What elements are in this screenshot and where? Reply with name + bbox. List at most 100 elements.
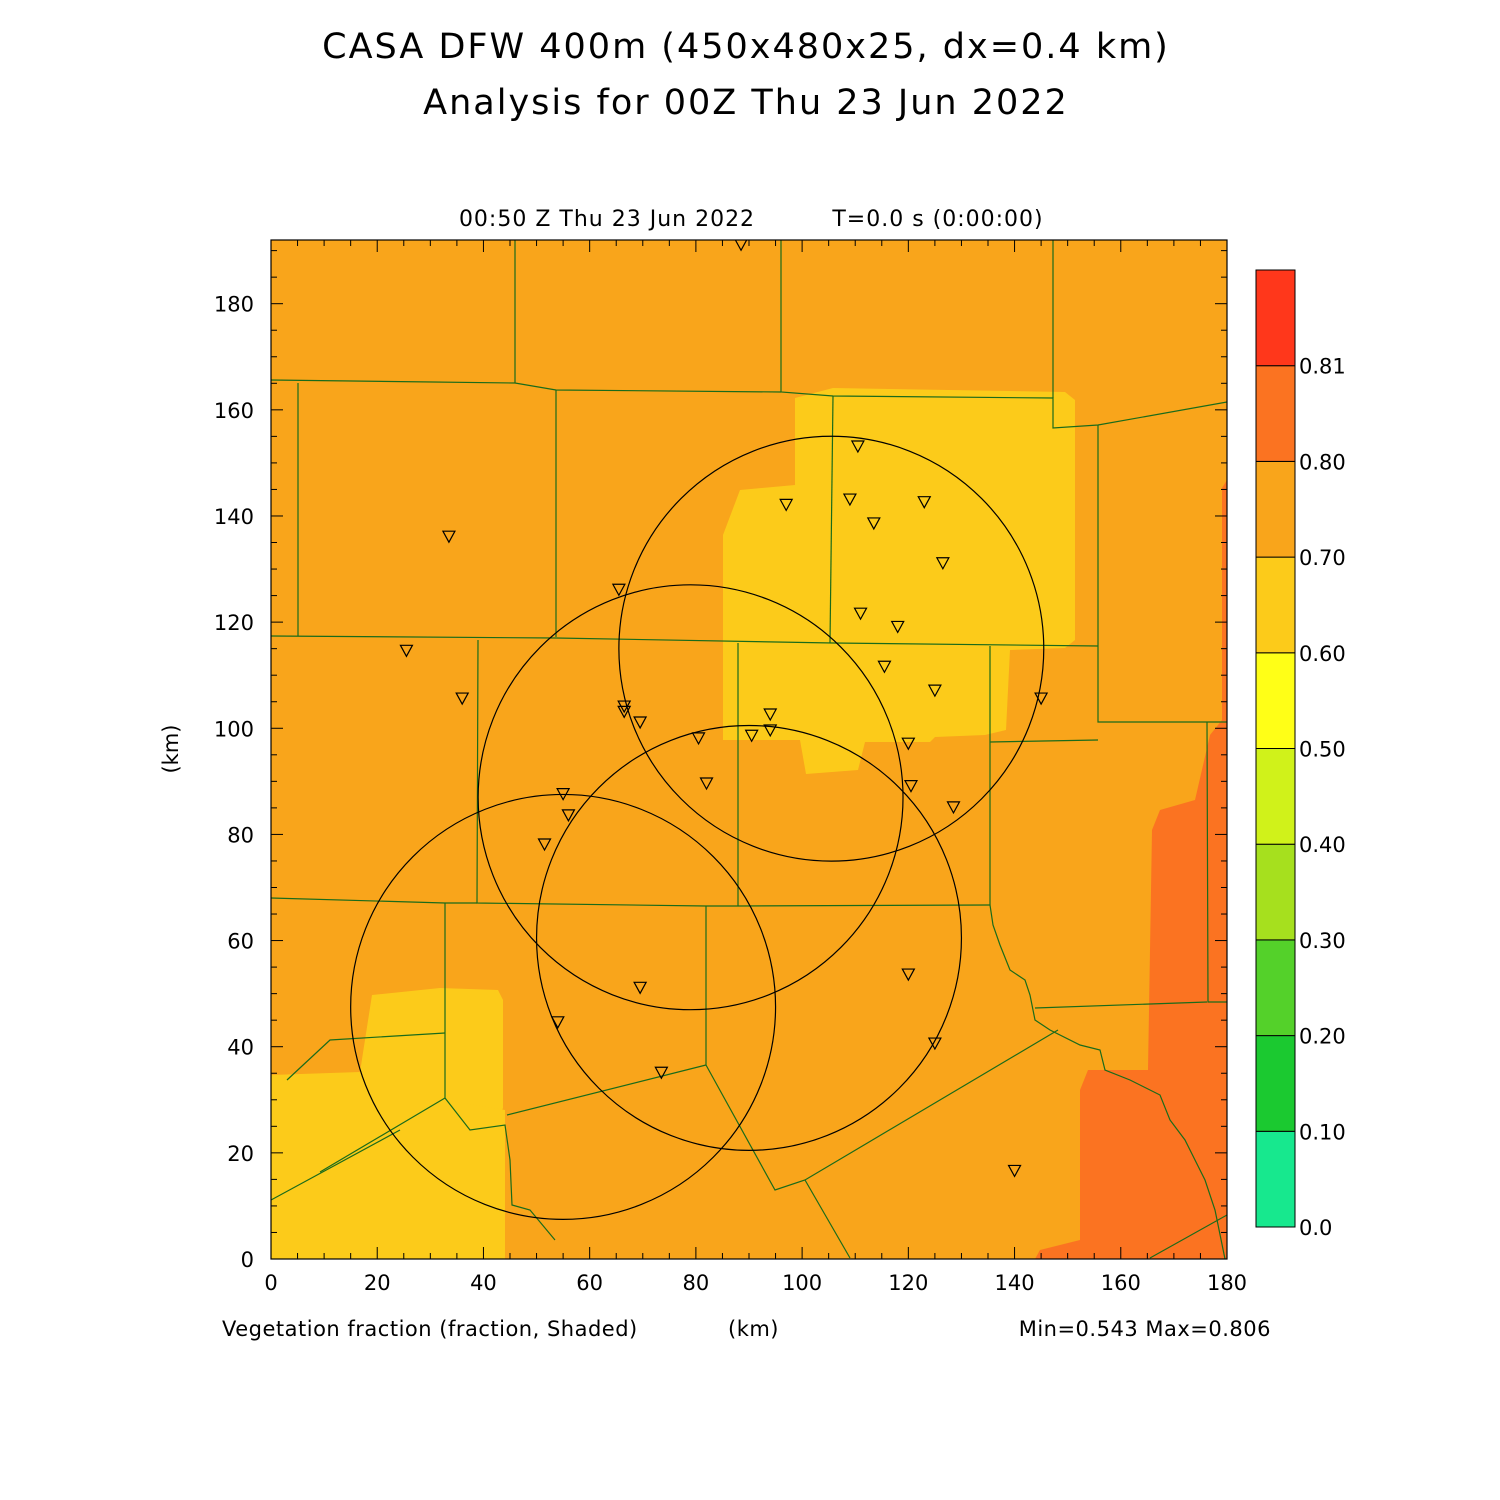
axis-ticks	[270, 240, 1228, 1260]
y-tick-label: 140	[214, 505, 254, 529]
station-marker	[890, 620, 905, 634]
station-marker	[901, 737, 916, 751]
y-tick-label: 0	[241, 1248, 254, 1272]
colorbar-segment	[1255, 939, 1296, 1037]
colorbar-segment	[1255, 460, 1296, 558]
station-marker	[617, 705, 632, 719]
station-marker	[550, 1016, 565, 1030]
radar-ring	[350, 793, 777, 1220]
x-tick-label: 160	[1101, 1271, 1141, 1295]
station-marker	[866, 517, 881, 531]
colorbar-label: 0.80	[1299, 450, 1346, 474]
station-marker	[455, 692, 470, 706]
x-tick-label: 40	[470, 1271, 497, 1295]
colorbar	[1255, 269, 1296, 1228]
station-marker	[946, 801, 961, 815]
colorbar-label: 0.20	[1299, 1025, 1346, 1049]
x-tick-label: 140	[995, 1271, 1035, 1295]
colorbar-segment	[1255, 269, 1296, 367]
station-marker	[734, 240, 748, 252]
x-tick-label: 60	[576, 1271, 603, 1295]
station-marker	[779, 498, 794, 512]
y-tick-label: 20	[227, 1142, 254, 1166]
station-marker	[561, 809, 576, 823]
station-marker	[744, 729, 759, 743]
x-tick-label: 20	[364, 1271, 391, 1295]
title-line-1: CASA DFW 400m (450x480x25, dx=0.4 km)	[322, 27, 1170, 67]
x-tick-label: 0	[264, 1271, 277, 1295]
field-label: Vegetation fraction (fraction, Shaded)	[222, 1317, 638, 1341]
x-tick-labels: 0 20 40 60 80 100 120 140 160 180	[264, 1271, 1247, 1295]
y-tick-label: 100	[214, 717, 254, 741]
station-marker	[927, 684, 942, 698]
x-tick-label: 120	[888, 1271, 928, 1295]
colorbar-segment	[1255, 1035, 1296, 1132]
station-marker	[1007, 1164, 1022, 1178]
colorbar-segment	[1255, 556, 1296, 654]
station-marker	[611, 583, 626, 597]
radar-range-rings	[350, 435, 1045, 1220]
radar-ring	[535, 724, 963, 1151]
station-marker	[556, 788, 571, 801]
station-marker	[1034, 692, 1049, 706]
shade-region-east	[1035, 480, 1227, 1259]
y-tick-label: 60	[227, 930, 254, 954]
colorbar-segment	[1255, 1130, 1296, 1228]
station-marker	[917, 496, 932, 509]
y-tick-labels: 0 20 40 60 80 100 120 140 160 180	[214, 293, 254, 1272]
colorbar-label: 0.81	[1299, 355, 1346, 379]
station-marker	[853, 607, 868, 621]
radar-ring	[618, 435, 1045, 862]
y-tick-label: 160	[214, 399, 254, 423]
station-marker	[699, 777, 714, 791]
colorbar-labels: 0.0 0.10 0.20 0.30 0.40 0.50 0.60 0.70 0.80 0.81	[1299, 355, 1346, 1240]
station-marker	[842, 493, 857, 507]
y-axis-unit: (km)	[159, 724, 183, 773]
colorbar-segment	[1255, 652, 1296, 749]
y-tick-label: 180	[214, 293, 254, 317]
colorbar-segment	[1255, 843, 1296, 941]
colorbar-segment	[1255, 365, 1296, 462]
run-time-label: T=0.0 s (0:00:00)	[831, 207, 1043, 232]
colorbar-segment	[1255, 748, 1296, 845]
shade-region-southwest-lower	[271, 1075, 505, 1259]
station-marker	[633, 716, 648, 730]
station-marker	[763, 708, 778, 722]
title-line-2: Analysis for 00Z Thu 23 Jun 2022	[423, 83, 1069, 123]
station-marker	[935, 557, 950, 570]
shade-region-north	[723, 388, 1075, 774]
station-marker	[691, 732, 706, 746]
y-tick-label: 80	[227, 823, 254, 847]
station-marker	[927, 1037, 942, 1051]
x-tick-label: 100	[782, 1271, 822, 1295]
map-panel	[271, 240, 1227, 1259]
radar-ring	[477, 584, 904, 1011]
station-marker	[877, 660, 892, 674]
station-marker	[763, 724, 778, 738]
valid-time-label: 00:50 Z Thu 23 Jun 2022	[459, 207, 755, 232]
colorbar-label: 0.70	[1299, 546, 1346, 570]
colorbar-label: 0.10	[1299, 1120, 1346, 1144]
station-marker	[903, 780, 918, 793]
county-boundaries	[271, 240, 1227, 1259]
station-marker	[850, 440, 865, 454]
station-marker	[633, 981, 648, 995]
colorbar-label: 0.0	[1299, 1216, 1332, 1240]
x-tick-label: 180	[1207, 1271, 1247, 1295]
y-tick-label: 120	[214, 611, 254, 635]
colorbar-label: 0.30	[1299, 929, 1346, 953]
station-marker	[654, 1066, 669, 1080]
y-tick-label: 40	[227, 1036, 254, 1060]
colorbar-label: 0.50	[1299, 738, 1346, 762]
station-marker	[537, 838, 552, 852]
x-tick-label: 80	[683, 1271, 710, 1295]
station-marker	[901, 968, 916, 982]
colorbar-label: 0.40	[1299, 833, 1346, 857]
colorbar-label: 0.60	[1299, 642, 1346, 666]
station-marker	[399, 644, 414, 658]
min-max-label: Min=0.543 Max=0.806	[1019, 1317, 1271, 1341]
station-markers	[399, 240, 1049, 1178]
x-axis-unit: (km)	[728, 1317, 779, 1341]
station-marker	[441, 530, 456, 544]
